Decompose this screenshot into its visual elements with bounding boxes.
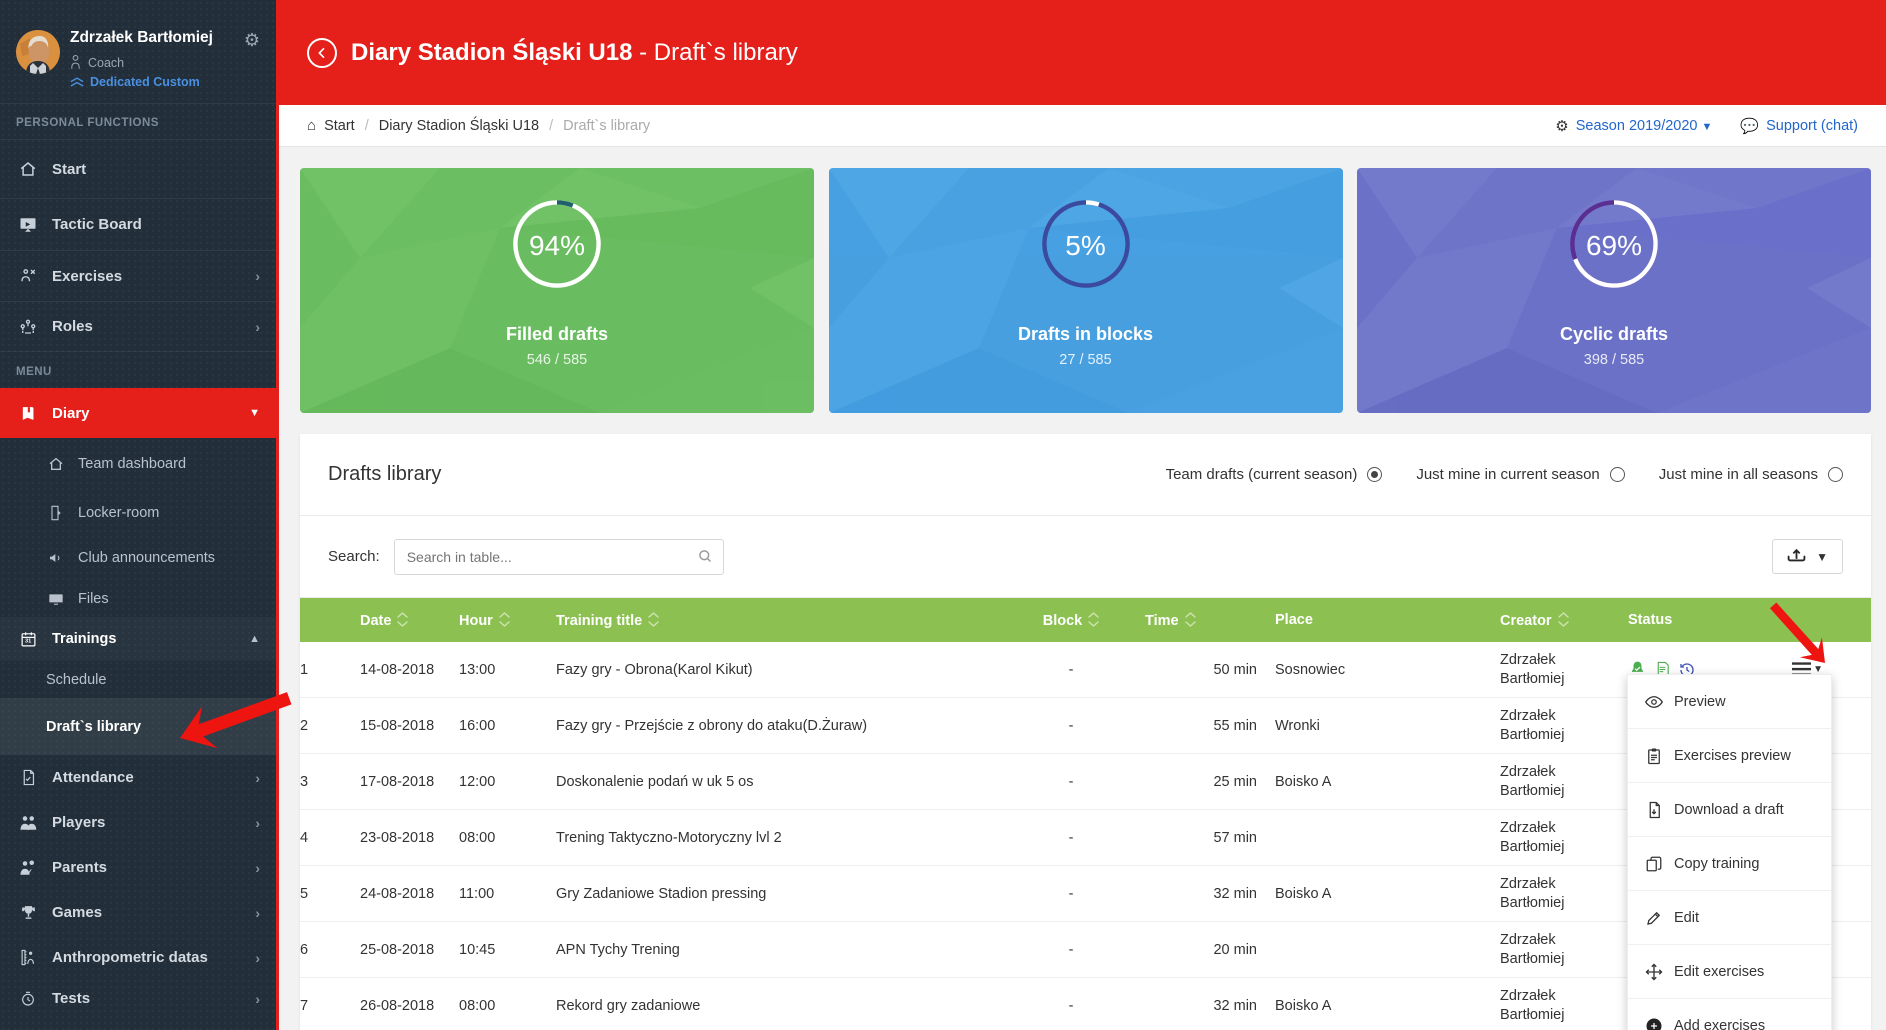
svg-text:31: 31 [24,638,30,644]
